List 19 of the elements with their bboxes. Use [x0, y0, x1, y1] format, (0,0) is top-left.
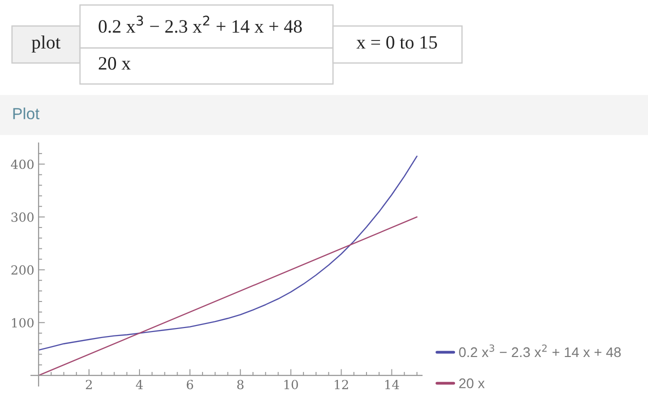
x-tick-label: 6: [186, 380, 194, 390]
legend-label: 20 x: [459, 378, 485, 388]
x-tick-label: 2: [86, 380, 92, 390]
y-tick-label: 300: [11, 212, 34, 222]
text: x = 0 to 15: [356, 36, 437, 49]
x-tick-label: 12: [334, 380, 348, 390]
y-tick-label: 400: [10, 160, 34, 170]
text: plot: [32, 36, 60, 52]
x-tick-label: 10: [284, 380, 298, 390]
text: 20 x: [98, 57, 131, 70]
legend-label: 0.2 x$^{3}$ − 2.3 x$^{2}$ + 14 x + 48: [459, 344, 621, 358]
x-tick-label: 8: [237, 380, 244, 390]
x-tick-label: 14: [385, 380, 400, 390]
text: 0.2 x$^{3}$ − 2.3 x$^{2}$ + 14 x + 48: [98, 16, 302, 33]
y-tick-label: 100: [12, 318, 34, 328]
x-tick-label: 4: [136, 380, 143, 390]
chart-title: Plot: [13, 108, 40, 120]
line-series: [38, 156, 418, 351]
y-tick-label: 200: [11, 265, 34, 275]
